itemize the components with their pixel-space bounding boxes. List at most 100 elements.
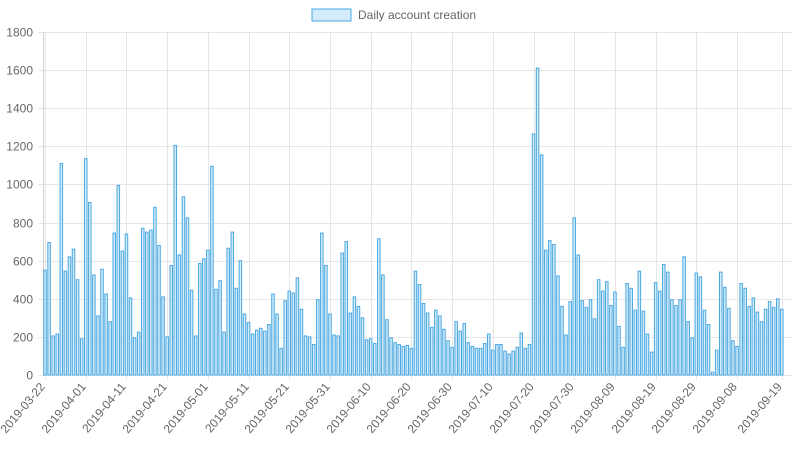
bar [621,346,625,376]
bar [340,252,344,376]
legend[interactable]: Daily account creation [311,8,476,22]
bar [645,333,650,376]
y-axis-ticks: 0 200 400 600 800 1000 1200 1400 1600 1800 [6,26,33,383]
bar [755,311,760,376]
bar [706,324,711,376]
bar [328,313,332,376]
bar [116,184,121,376]
bar [592,318,597,376]
bar [51,335,55,376]
bar [556,275,560,376]
bars [43,67,784,376]
bar [267,324,271,376]
bar [486,333,491,376]
bar [275,313,279,376]
bar [780,308,784,376]
bar [210,165,214,376]
y-tick-label: 400 [13,293,33,307]
bar [458,330,463,376]
bar [572,217,576,376]
bar [246,322,251,376]
bar [470,345,475,376]
bar [637,270,642,376]
bar [462,323,467,376]
bar [206,249,210,376]
bar [425,312,430,376]
bar [124,233,129,376]
bar [393,342,397,376]
bar [625,283,629,376]
bar [202,258,206,376]
bar [165,336,169,376]
bar [397,344,401,376]
bar [283,300,287,376]
bar [511,350,515,376]
bar [226,247,230,376]
bar [535,67,540,376]
bar [385,319,389,376]
bar [723,286,727,376]
bar [352,296,357,376]
bar [576,254,581,376]
bar [657,290,662,376]
bar [751,297,756,376]
bar [649,351,654,376]
bar [263,330,267,376]
bar [320,232,324,376]
bar [254,329,259,376]
bar [434,309,438,376]
bar [564,334,568,376]
bar [429,326,434,376]
bar [360,317,365,376]
y-tick-label: 1200 [6,140,33,154]
bar [641,310,646,376]
bar [332,334,336,376]
bar [702,309,707,376]
bar [666,271,670,376]
bar [169,264,173,376]
bar [560,305,564,376]
bar [132,337,137,376]
bar [739,283,743,376]
y-tick-label: 1800 [6,26,33,40]
bar [714,349,719,376]
bar [279,347,283,376]
bar [405,344,410,376]
bar [348,312,353,376]
bar [401,345,406,376]
bar [682,256,686,376]
bar [373,343,377,376]
bar [128,297,133,376]
bar [136,331,141,376]
bar [527,344,532,376]
y-tick-label: 800 [13,217,33,231]
bar [503,350,507,376]
bar [613,291,617,376]
bar [523,347,528,376]
x-tick-label: 2019-09-19 [735,380,785,436]
bar [600,290,605,376]
bar [629,287,633,376]
bar [43,269,47,376]
bar [735,345,739,376]
bar [609,304,613,376]
y-tick-label: 200 [13,331,33,345]
y-tick-label: 600 [13,255,33,269]
y-tick-label: 0 [26,369,33,383]
bar [743,287,747,376]
bar [214,288,218,376]
bar [59,162,64,376]
bar [222,331,226,376]
bar [539,154,544,376]
bar [446,340,450,376]
bar [499,344,503,376]
bar [548,240,552,376]
bar [181,196,186,376]
bar [112,232,116,376]
bar [307,336,312,376]
bar [316,299,320,376]
bar [67,256,72,376]
bar [588,299,593,376]
bar [173,144,178,376]
